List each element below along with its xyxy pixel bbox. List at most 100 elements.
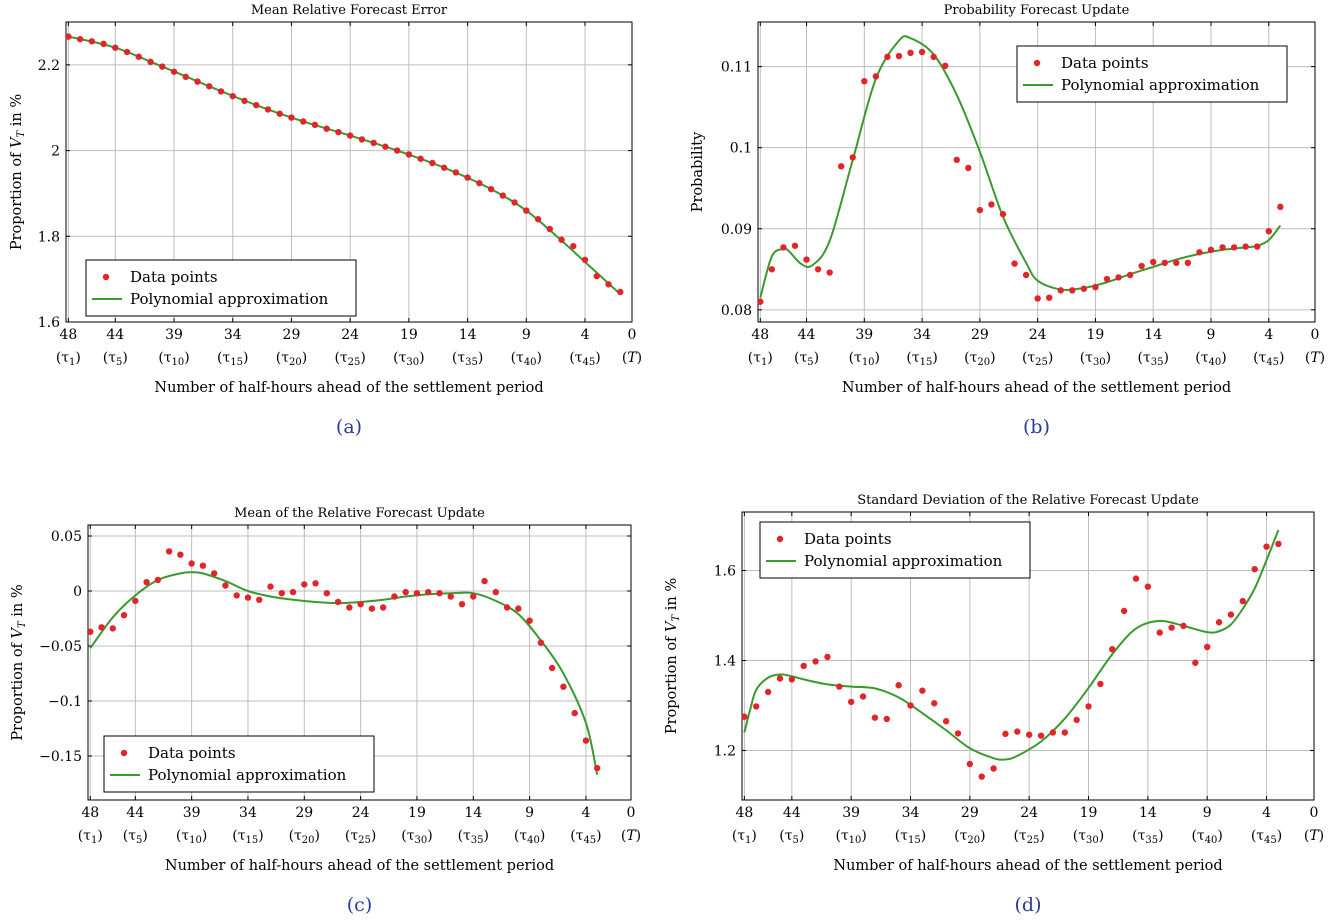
data-point (253, 101, 260, 109)
x-tick-sublabel-7: (τ35) (1138, 350, 1169, 368)
legend-box (1016, 45, 1288, 103)
data-point (942, 718, 950, 725)
x-tick-label-3: 34 (902, 805, 920, 821)
data-point (206, 83, 213, 90)
data-point (229, 92, 236, 100)
legend-label-curve: Polynomial approximation (130, 290, 329, 308)
data-point (930, 53, 937, 61)
data-point (123, 48, 131, 56)
data-point (210, 570, 218, 577)
x-tick-sublabel-7: (τ35) (452, 350, 483, 368)
data-point (872, 73, 880, 80)
data-point (570, 242, 577, 250)
x-tick-sublabel-0: (τ1) (732, 828, 757, 846)
data-point (741, 713, 748, 720)
x-tick-sublabel-10: (T) (1305, 350, 1325, 366)
data-point (582, 737, 590, 744)
data-point (1215, 619, 1223, 626)
data-point (98, 624, 105, 631)
data-point (278, 590, 285, 597)
data-point (1168, 624, 1175, 631)
data-point (526, 617, 533, 624)
data-point (836, 683, 843, 690)
x-tick-label-9: 4 (1264, 327, 1273, 343)
x-tick-sublabel-9: (τ45) (1251, 828, 1282, 846)
x-tick-sublabel-1: (τ5) (123, 828, 148, 846)
data-point (402, 588, 409, 596)
x-tick-sublabel-8: (τ40) (511, 350, 542, 368)
data-point (132, 597, 139, 605)
data-point (895, 52, 903, 60)
legend: Data points Polynomial approximation (103, 735, 375, 793)
x-tick-label-7: 14 (459, 327, 477, 343)
data-point (492, 588, 500, 596)
data-point (990, 765, 997, 772)
data-point (194, 78, 201, 85)
legend-box (85, 259, 357, 317)
data-point (346, 604, 353, 611)
data-point (511, 199, 518, 206)
x-tick-label-2: 39 (165, 327, 183, 343)
x-tick-sublabel-10: (T) (621, 828, 641, 844)
data-point (65, 33, 72, 40)
x-tick-label-10: 0 (628, 327, 637, 343)
x-tick-sublabel-4: (τ20) (289, 828, 320, 846)
x-tick-sublabel-1: (τ5) (103, 350, 128, 368)
x-tick-sublabel-9: (τ45) (570, 828, 601, 846)
data-point (966, 760, 974, 768)
data-point (1150, 258, 1157, 266)
data-point (1034, 295, 1041, 302)
data-point (1144, 583, 1152, 590)
data-point (217, 88, 225, 95)
x-tick-sublabel-8: (τ40) (1191, 828, 1222, 846)
x-axis-label: Number of half-hours ahead of the settle… (165, 858, 554, 874)
data-point (440, 164, 448, 171)
x-tick-label-6: 19 (1087, 327, 1105, 343)
data-point (346, 132, 354, 139)
data-point (470, 593, 477, 600)
x-tick-label-4: 29 (971, 327, 989, 343)
legend-box (103, 735, 375, 793)
plot-frame-a (65, 21, 633, 323)
data-point (1022, 271, 1030, 279)
data-point (120, 612, 128, 619)
x-tick-label-4: 29 (961, 805, 979, 821)
data-point (1057, 287, 1064, 294)
x-tick-sublabel-1: (τ5) (779, 828, 804, 846)
data-point (1092, 283, 1099, 291)
data-point (1254, 243, 1261, 250)
data-point (1073, 716, 1080, 724)
data-point (323, 590, 331, 597)
legend-marker-points (1033, 59, 1041, 67)
data-point (311, 121, 319, 129)
data-point (199, 562, 207, 569)
data-point (264, 106, 272, 113)
legend-label-points: Data points (1061, 54, 1149, 72)
y-tick-label-4: 0.05 (51, 529, 82, 545)
data-point (1277, 203, 1284, 211)
x-tick-label-6: 19 (1080, 805, 1098, 821)
data-point (593, 272, 600, 280)
data-point (188, 560, 195, 567)
data-point (919, 687, 926, 694)
x-tick-sublabel-6: (τ30) (1073, 828, 1104, 846)
data-point (1115, 274, 1122, 281)
y-tick-label-1: 1.8 (38, 229, 60, 245)
data-point (515, 605, 522, 612)
data-point (1069, 287, 1076, 294)
data-point (112, 44, 119, 51)
data-point (1251, 565, 1258, 573)
y-tick-label-3: 0.11 (721, 60, 752, 76)
x-tick-label-9: 4 (581, 805, 590, 821)
y-axis-label: Proportion of VT in % (9, 94, 27, 250)
data-point (1046, 294, 1053, 301)
x-tick-sublabel-9: (τ45) (1253, 350, 1284, 368)
data-point (812, 658, 819, 665)
data-point (838, 163, 845, 170)
x-tick-sublabel-0: (τ1) (56, 350, 81, 368)
data-point (942, 62, 949, 69)
data-point (267, 583, 274, 590)
data-point (534, 215, 542, 223)
x-tick-sublabel-3: (τ15) (217, 350, 248, 368)
y-tick-label-1: −0.1 (48, 694, 82, 710)
